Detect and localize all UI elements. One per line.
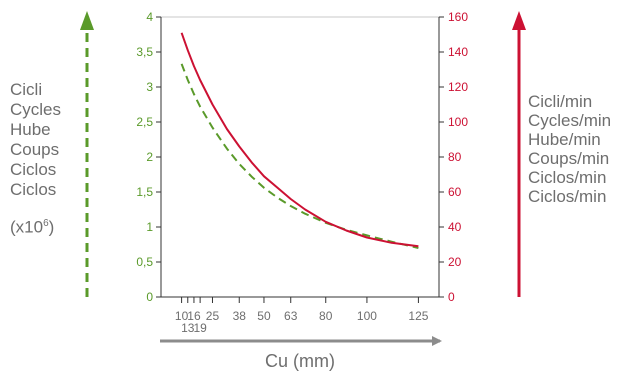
- plot-frame: [160, 16, 440, 298]
- left-y-tick-label: 2,5: [136, 115, 153, 129]
- x-tick-label: 100: [357, 309, 377, 323]
- left-label-line: Ciclos: [10, 180, 57, 199]
- x-tick-label: 19: [193, 321, 207, 335]
- left-label-line: Ciclos: [10, 160, 57, 179]
- left-y-tick-label: 1: [146, 220, 153, 234]
- right-y-ticks: 0 20 40 60 80 100 120 140 160: [439, 10, 468, 304]
- left-label-line: Cycles: [10, 100, 62, 119]
- left-y-ticks: 0 0,5 1 1,5 2 2,5 3 3,5 4: [136, 10, 161, 304]
- x-tick-label: 13: [181, 321, 195, 335]
- x-tick-label: 125: [408, 309, 428, 323]
- unit-exponent: 6: [43, 218, 49, 229]
- right-label-line: Hube/min: [528, 130, 601, 149]
- x-tick-label: 80: [319, 309, 333, 323]
- left-y-tick-label: 1,5: [136, 185, 153, 199]
- left-axis-label: Cicli Cycles Hube Coups Ciclos Ciclos (x…: [10, 80, 80, 238]
- series-line-cycles: [180, 63, 419, 249]
- left-axis-unit: (x106): [10, 214, 80, 238]
- right-label-line: Coups/min: [528, 149, 610, 168]
- right-y-tick-label: 40: [448, 220, 462, 234]
- x-tick-label: 38: [233, 309, 247, 323]
- right-y-tick-label: 120: [448, 80, 468, 94]
- x-tick-label: 63: [284, 309, 298, 323]
- unit-close: ): [48, 217, 55, 237]
- left-y-tick-label: 2: [146, 150, 153, 164]
- right-y-tick-label: 80: [448, 150, 462, 164]
- x-tick-label: 10: [175, 309, 189, 323]
- x-tick-label: 50: [257, 309, 271, 323]
- series-line-cycles-per-min: [180, 32, 419, 248]
- right-label-line: Cycles/min: [528, 111, 612, 130]
- left-y-tick-label: 4: [146, 10, 153, 24]
- unit-base: (x10: [10, 217, 44, 237]
- x-axis-label: Cu (mm): [265, 351, 335, 371]
- left-label-line: Coups: [10, 140, 60, 159]
- left-axis-arrowhead-icon: [80, 11, 94, 30]
- left-label-line: Cicli: [10, 80, 43, 99]
- right-y-tick-label: 100: [448, 115, 468, 129]
- right-y-tick-label: 140: [448, 45, 468, 59]
- left-y-tick-label: 0: [146, 290, 153, 304]
- right-label-line: Ciclos/min: [528, 187, 607, 206]
- right-y-tick-label: 0: [448, 290, 455, 304]
- x-tick-label: 16: [187, 309, 201, 323]
- left-label-line: Hube: [10, 120, 51, 139]
- right-axis-arrowhead-icon: [512, 11, 526, 30]
- x-tick-label: 25: [206, 309, 220, 323]
- right-y-tick-label: 60: [448, 185, 462, 199]
- right-y-tick-label: 160: [448, 10, 468, 24]
- series-layer: [180, 32, 419, 249]
- left-y-tick-label: 3,5: [136, 45, 153, 59]
- left-y-tick-label: 3: [146, 80, 153, 94]
- left-y-tick-label: 0,5: [136, 255, 153, 269]
- right-label-line: Ciclos/min: [528, 168, 607, 187]
- right-axis-label: Cicli/min Cycles/min Hube/min Coups/min …: [528, 92, 640, 206]
- right-y-tick-label: 20: [448, 255, 462, 269]
- right-label-line: Cicli/min: [528, 92, 593, 111]
